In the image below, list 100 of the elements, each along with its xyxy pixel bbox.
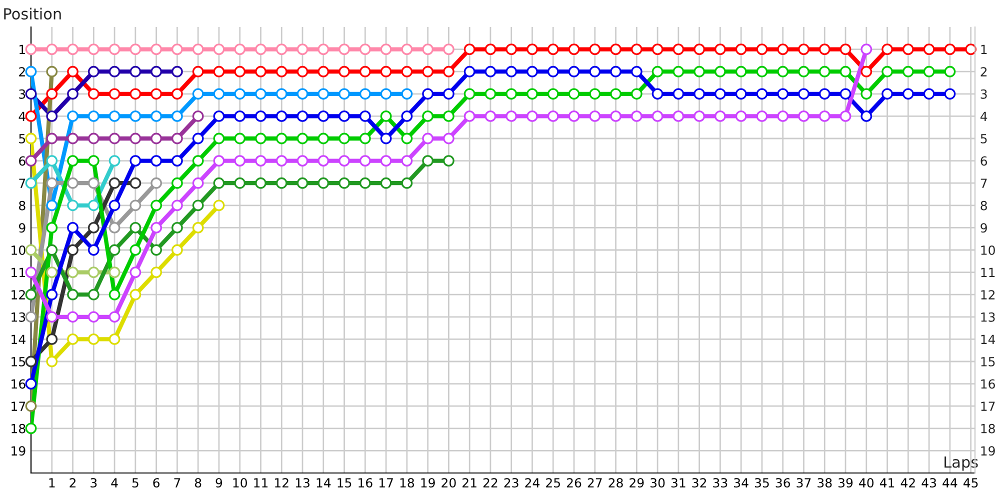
point (150, 177, 162, 189)
point (150, 266, 162, 278)
point (506, 66, 518, 78)
point (798, 66, 810, 78)
point (735, 88, 747, 100)
point (150, 88, 162, 100)
point (108, 155, 120, 166)
point (882, 88, 893, 100)
point (630, 66, 642, 78)
point (506, 110, 518, 122)
point (484, 66, 496, 78)
x-tick-label: 11 (254, 478, 268, 488)
point (464, 44, 476, 55)
point (464, 66, 476, 78)
point (547, 88, 559, 100)
y-tick-label: 16 (12, 379, 26, 389)
point (130, 110, 142, 122)
point (88, 110, 100, 122)
point (756, 110, 768, 122)
point (108, 200, 120, 212)
point (255, 88, 266, 100)
point (67, 334, 78, 345)
point (25, 288, 37, 300)
x-tick-label: 5 (132, 478, 138, 488)
point (380, 155, 392, 166)
point (25, 44, 37, 55)
point (46, 88, 58, 100)
point (172, 200, 183, 212)
point (840, 66, 852, 78)
y2-tick-label: 17 (981, 402, 995, 411)
point (484, 110, 496, 122)
point (318, 88, 330, 100)
point (318, 110, 330, 122)
y-tick-label: 9 (18, 223, 26, 233)
point (818, 110, 830, 122)
point (944, 66, 956, 78)
point (108, 177, 120, 189)
x-tick-label: 29 (630, 478, 644, 488)
point (46, 155, 58, 166)
point (150, 110, 162, 122)
x-tick-label: 31 (671, 478, 686, 488)
point (150, 66, 162, 78)
x-tick-label: 9 (216, 478, 222, 488)
point (860, 66, 872, 78)
point (150, 132, 162, 144)
x-tick-label: 3 (90, 478, 97, 488)
point (213, 200, 225, 212)
point (380, 110, 392, 122)
y2-tick-label: 9 (980, 223, 987, 233)
point (108, 44, 120, 55)
point (67, 200, 78, 212)
point (88, 311, 100, 323)
point (359, 66, 371, 78)
point (213, 132, 225, 144)
point (234, 155, 246, 166)
y2-tick-label: 1 (981, 44, 987, 54)
point (108, 132, 120, 144)
point (694, 66, 706, 78)
point (88, 334, 100, 345)
point (338, 155, 350, 166)
point (130, 88, 142, 100)
point (610, 44, 622, 55)
point (296, 44, 308, 55)
x-tick-label: 2 (70, 478, 76, 488)
point (735, 110, 747, 122)
point (714, 44, 726, 55)
y-tick-label: 19 (12, 446, 26, 456)
y-tick-label: 8 (19, 200, 26, 210)
point (67, 177, 78, 189)
point (422, 155, 434, 166)
point (108, 110, 120, 122)
point (88, 155, 100, 166)
point (46, 288, 58, 300)
y2-tick-label: 10 (981, 245, 995, 255)
point (88, 132, 100, 144)
point (213, 177, 225, 189)
y2-tick-label: 2 (980, 67, 987, 76)
point (443, 155, 454, 166)
y-tick-label: 15 (12, 357, 26, 366)
point (213, 66, 225, 78)
point (672, 88, 684, 100)
point (108, 288, 120, 300)
y2-tick-label: 12 (981, 290, 995, 300)
point (359, 44, 371, 55)
x-tick-label: 10 (233, 478, 247, 488)
point (338, 110, 350, 122)
point (756, 44, 768, 55)
point (380, 44, 392, 55)
point (443, 110, 454, 122)
point (67, 244, 78, 256)
point (172, 44, 183, 55)
point (630, 110, 642, 122)
point (798, 88, 810, 100)
x-tick-label: 21 (462, 478, 476, 488)
y2-tick-label: 6 (980, 156, 988, 166)
point (25, 155, 37, 166)
point (422, 44, 434, 55)
y2-tick-label: 7 (980, 178, 987, 188)
point (130, 288, 142, 300)
point (25, 266, 37, 278)
